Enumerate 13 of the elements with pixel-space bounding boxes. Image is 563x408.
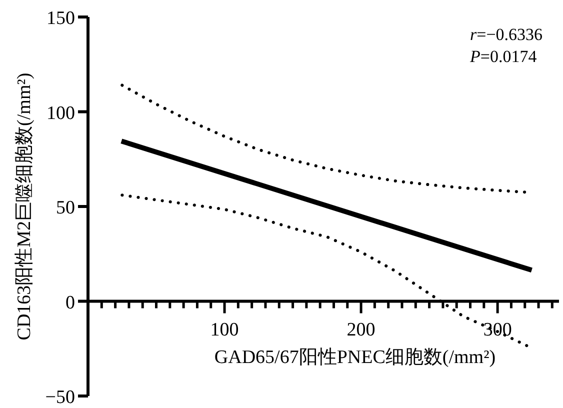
y-axis-title: CD163阳性M2巨噬细胞数(/mm²) bbox=[14, 72, 35, 340]
x-tick-label: 100 bbox=[210, 319, 239, 340]
y-tick-label: 0 bbox=[66, 292, 75, 314]
y-tick-label: 50 bbox=[56, 198, 75, 218]
y-tick-label: 150 bbox=[46, 8, 75, 29]
annotation: r=−0.6336 bbox=[470, 25, 543, 44]
y-tick-label: 100 bbox=[46, 102, 75, 124]
x-tick-label: 200 bbox=[346, 319, 376, 340]
x-axis-title: GAD65/67阳性PNEC细胞数(/mm²) bbox=[214, 347, 496, 368]
line-series bbox=[120, 84, 526, 194]
x-tick-label: 300 bbox=[483, 319, 512, 340]
y-tick-label: −50 bbox=[45, 387, 75, 408]
annotation: P=0.0174 bbox=[469, 47, 538, 66]
